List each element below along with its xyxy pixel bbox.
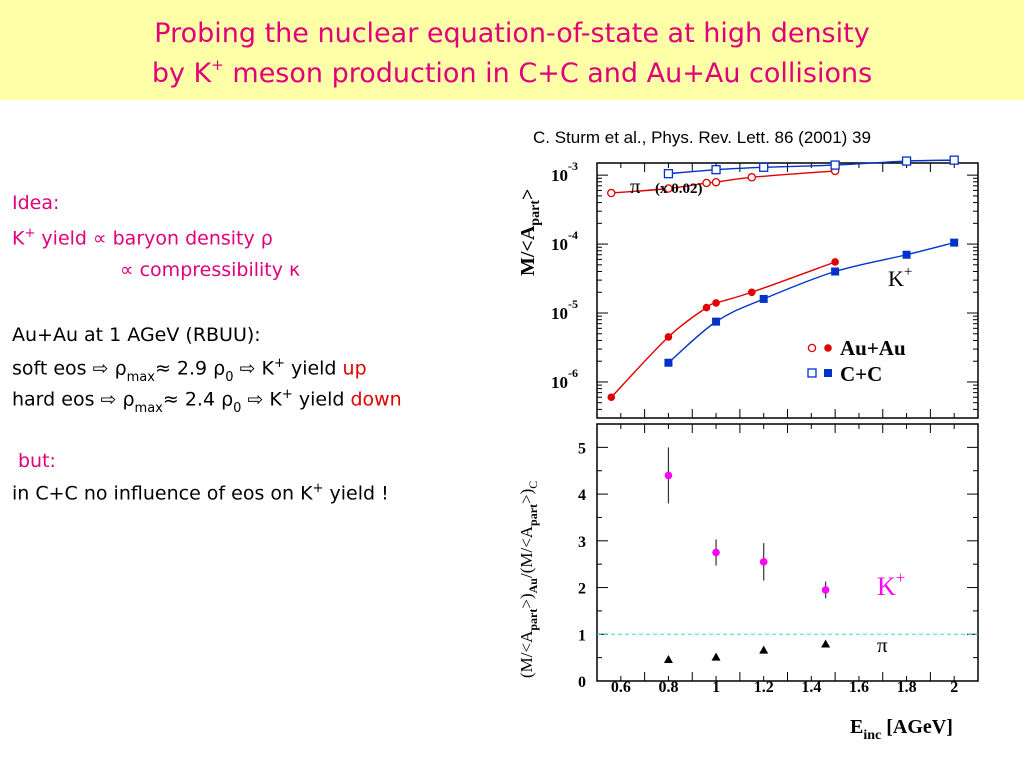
pion-auau-fit-curve [611, 170, 836, 194]
top-y-axis-label-sub: part [528, 200, 543, 226]
pion-auau-point [607, 188, 616, 198]
bottom-y-tick-label: 2 [578, 581, 586, 598]
top-y-tick-label: 10-3 [551, 159, 578, 185]
pion-ratio-point [821, 639, 831, 648]
bottom-y-tick-label: 1 [578, 627, 586, 644]
top-y-tick-exponent: -6 [568, 366, 578, 380]
bottom-y-tick-label: 4 [578, 487, 586, 504]
kaon-auau-point [831, 258, 839, 266]
bottom-y-label-part-d: >) [517, 489, 536, 504]
kaon-auau-fit-curve [610, 261, 836, 398]
kaon-auau-point [747, 288, 756, 297]
bottom-kplus-annotation-sup: + [896, 568, 906, 587]
conclusion-line: in C+C no influence of eos on K+ yield ! [12, 481, 389, 505]
pion-ratio-point [663, 654, 673, 663]
bottom-kplus-annotation: K+ [877, 568, 905, 601]
top-pi-scale-annotation: (x 0.02) [655, 181, 703, 197]
top-y-tick-label: 10-4 [551, 228, 578, 254]
pion-auau-point [702, 178, 711, 188]
legend-auau-open-marker [807, 343, 817, 353]
kaon-ratio-point [821, 586, 830, 594]
title-banner [0, 0, 1024, 100]
pion-cc-point [830, 160, 840, 170]
kaon-ratio-point [664, 471, 673, 480]
pion-cc-point [901, 156, 912, 166]
pion-cc-point [949, 155, 959, 165]
bottom-y-label-sub-3: part [526, 504, 540, 526]
kaon-cc-point [831, 267, 840, 276]
legend-cc-open-marker [807, 368, 817, 378]
pion-ratio-point [759, 645, 769, 654]
legend-cc-filled-marker [824, 369, 832, 377]
kaon-ratio-point [712, 548, 720, 557]
x-tick-label: 1.8 [897, 679, 917, 696]
bottom-y-label-part-c: /(M/<A [517, 525, 536, 578]
rbuu-heading: Au+Au at 1 AGeV (RBUU): [12, 324, 261, 346]
bottom-y-label-part-b: >) [517, 593, 536, 608]
top-kplus-annotation-sup: + [904, 264, 912, 280]
x-tick-label: 2 [950, 679, 958, 696]
slide-title-line-2: by K+ meson production in C+C and Au+Au … [151, 56, 873, 89]
citation: C. Sturm et al., Phys. Rev. Lett. 86 (20… [533, 128, 871, 147]
but-label: but: [18, 450, 56, 472]
bottom-y-tick-label: 5 [578, 440, 586, 457]
idea-line-1: K+ yield ∝ baryon density ρ [12, 226, 273, 250]
pion-ratio-point [711, 652, 721, 661]
top-y-tick-exponent: -4 [568, 228, 578, 242]
top-kplus-annotation: K+ [888, 264, 912, 291]
x-axis-label-unit: [AGeV] [881, 716, 953, 738]
idea-heading: Idea: [12, 192, 60, 214]
top-pi-annotation: π [630, 174, 641, 198]
kaon-cc-point [759, 294, 768, 303]
legend-cc-label: C+C [840, 362, 882, 386]
top-y-tick-label: 10-6 [551, 366, 578, 392]
bottom-pi-annotation: π [877, 633, 888, 657]
pion-auau-point [664, 184, 673, 193]
kaon-cc-point [712, 317, 721, 326]
legend-auau-label: Au+Au [840, 336, 906, 360]
bottom-y-axis-label: (M/<Apart>)Au/(M/<Apart>)C [517, 481, 540, 678]
x-tick-label: 1 [712, 679, 720, 696]
kaon-auau-point [702, 303, 711, 312]
slide-title-line-1: Probing the nuclear equation-of-state at… [154, 18, 870, 49]
top-y-axis-label: M/<Apart> [517, 189, 543, 276]
soft-eos-line: soft eos ⇨ ρmax≈ 2.9 ρ0 ⇨ K+ yield up [12, 356, 367, 386]
top-y-tick-label: 10-5 [551, 297, 578, 323]
top-y-axis-label-close: > [517, 189, 539, 200]
kaon-auau-point [712, 299, 720, 307]
kaon-ratio-point [759, 558, 768, 566]
x-tick-label: 1.6 [849, 679, 869, 696]
x-tick-label: 0.8 [658, 679, 678, 696]
bottom-y-label-sub-4: C [526, 481, 540, 489]
x-axis-label-sub: inc [863, 728, 881, 743]
kaon-cc-point [902, 250, 911, 259]
pion-auau-point [747, 173, 757, 182]
pion-cc-point [711, 165, 721, 175]
bottom-y-label-part-a: (M/<A [517, 630, 536, 678]
x-tick-label: 1.4 [801, 679, 821, 696]
kaon-cc-point [664, 358, 673, 367]
pion-auau-point [711, 177, 721, 187]
top-plot-frame [596, 162, 979, 419]
kaon-cc-point [950, 238, 959, 247]
bottom-y-label-sub-2: Au [526, 578, 540, 594]
kaon-auau-point [664, 333, 673, 341]
bottom-y-tick-label: 0 [578, 674, 586, 691]
top-y-axis-label-main: M/<A [517, 225, 539, 276]
pion-cc-point [759, 162, 769, 172]
bottom-y-tick-label: 3 [578, 534, 586, 551]
pion-cc-point [663, 169, 674, 179]
bottom-plot-frame [596, 423, 979, 682]
x-axis-label: Einc [AGeV] [850, 716, 953, 743]
idea-line-2: ∝ compressibility κ [120, 259, 301, 281]
kaon-auau-point [607, 393, 616, 402]
top-y-tick-exponent: -5 [568, 297, 578, 311]
bottom-y-label-sub-1: part [526, 609, 540, 631]
legend-auau-filled-marker [824, 344, 832, 352]
x-tick-label: 0.6 [611, 679, 631, 696]
x-tick-label: 1.2 [754, 679, 774, 696]
hard-eos-line: hard eos ⇨ ρmax≈ 2.4 ρ0 ⇨ K+ yield down [12, 387, 402, 417]
top-y-tick-exponent: -3 [568, 159, 578, 173]
